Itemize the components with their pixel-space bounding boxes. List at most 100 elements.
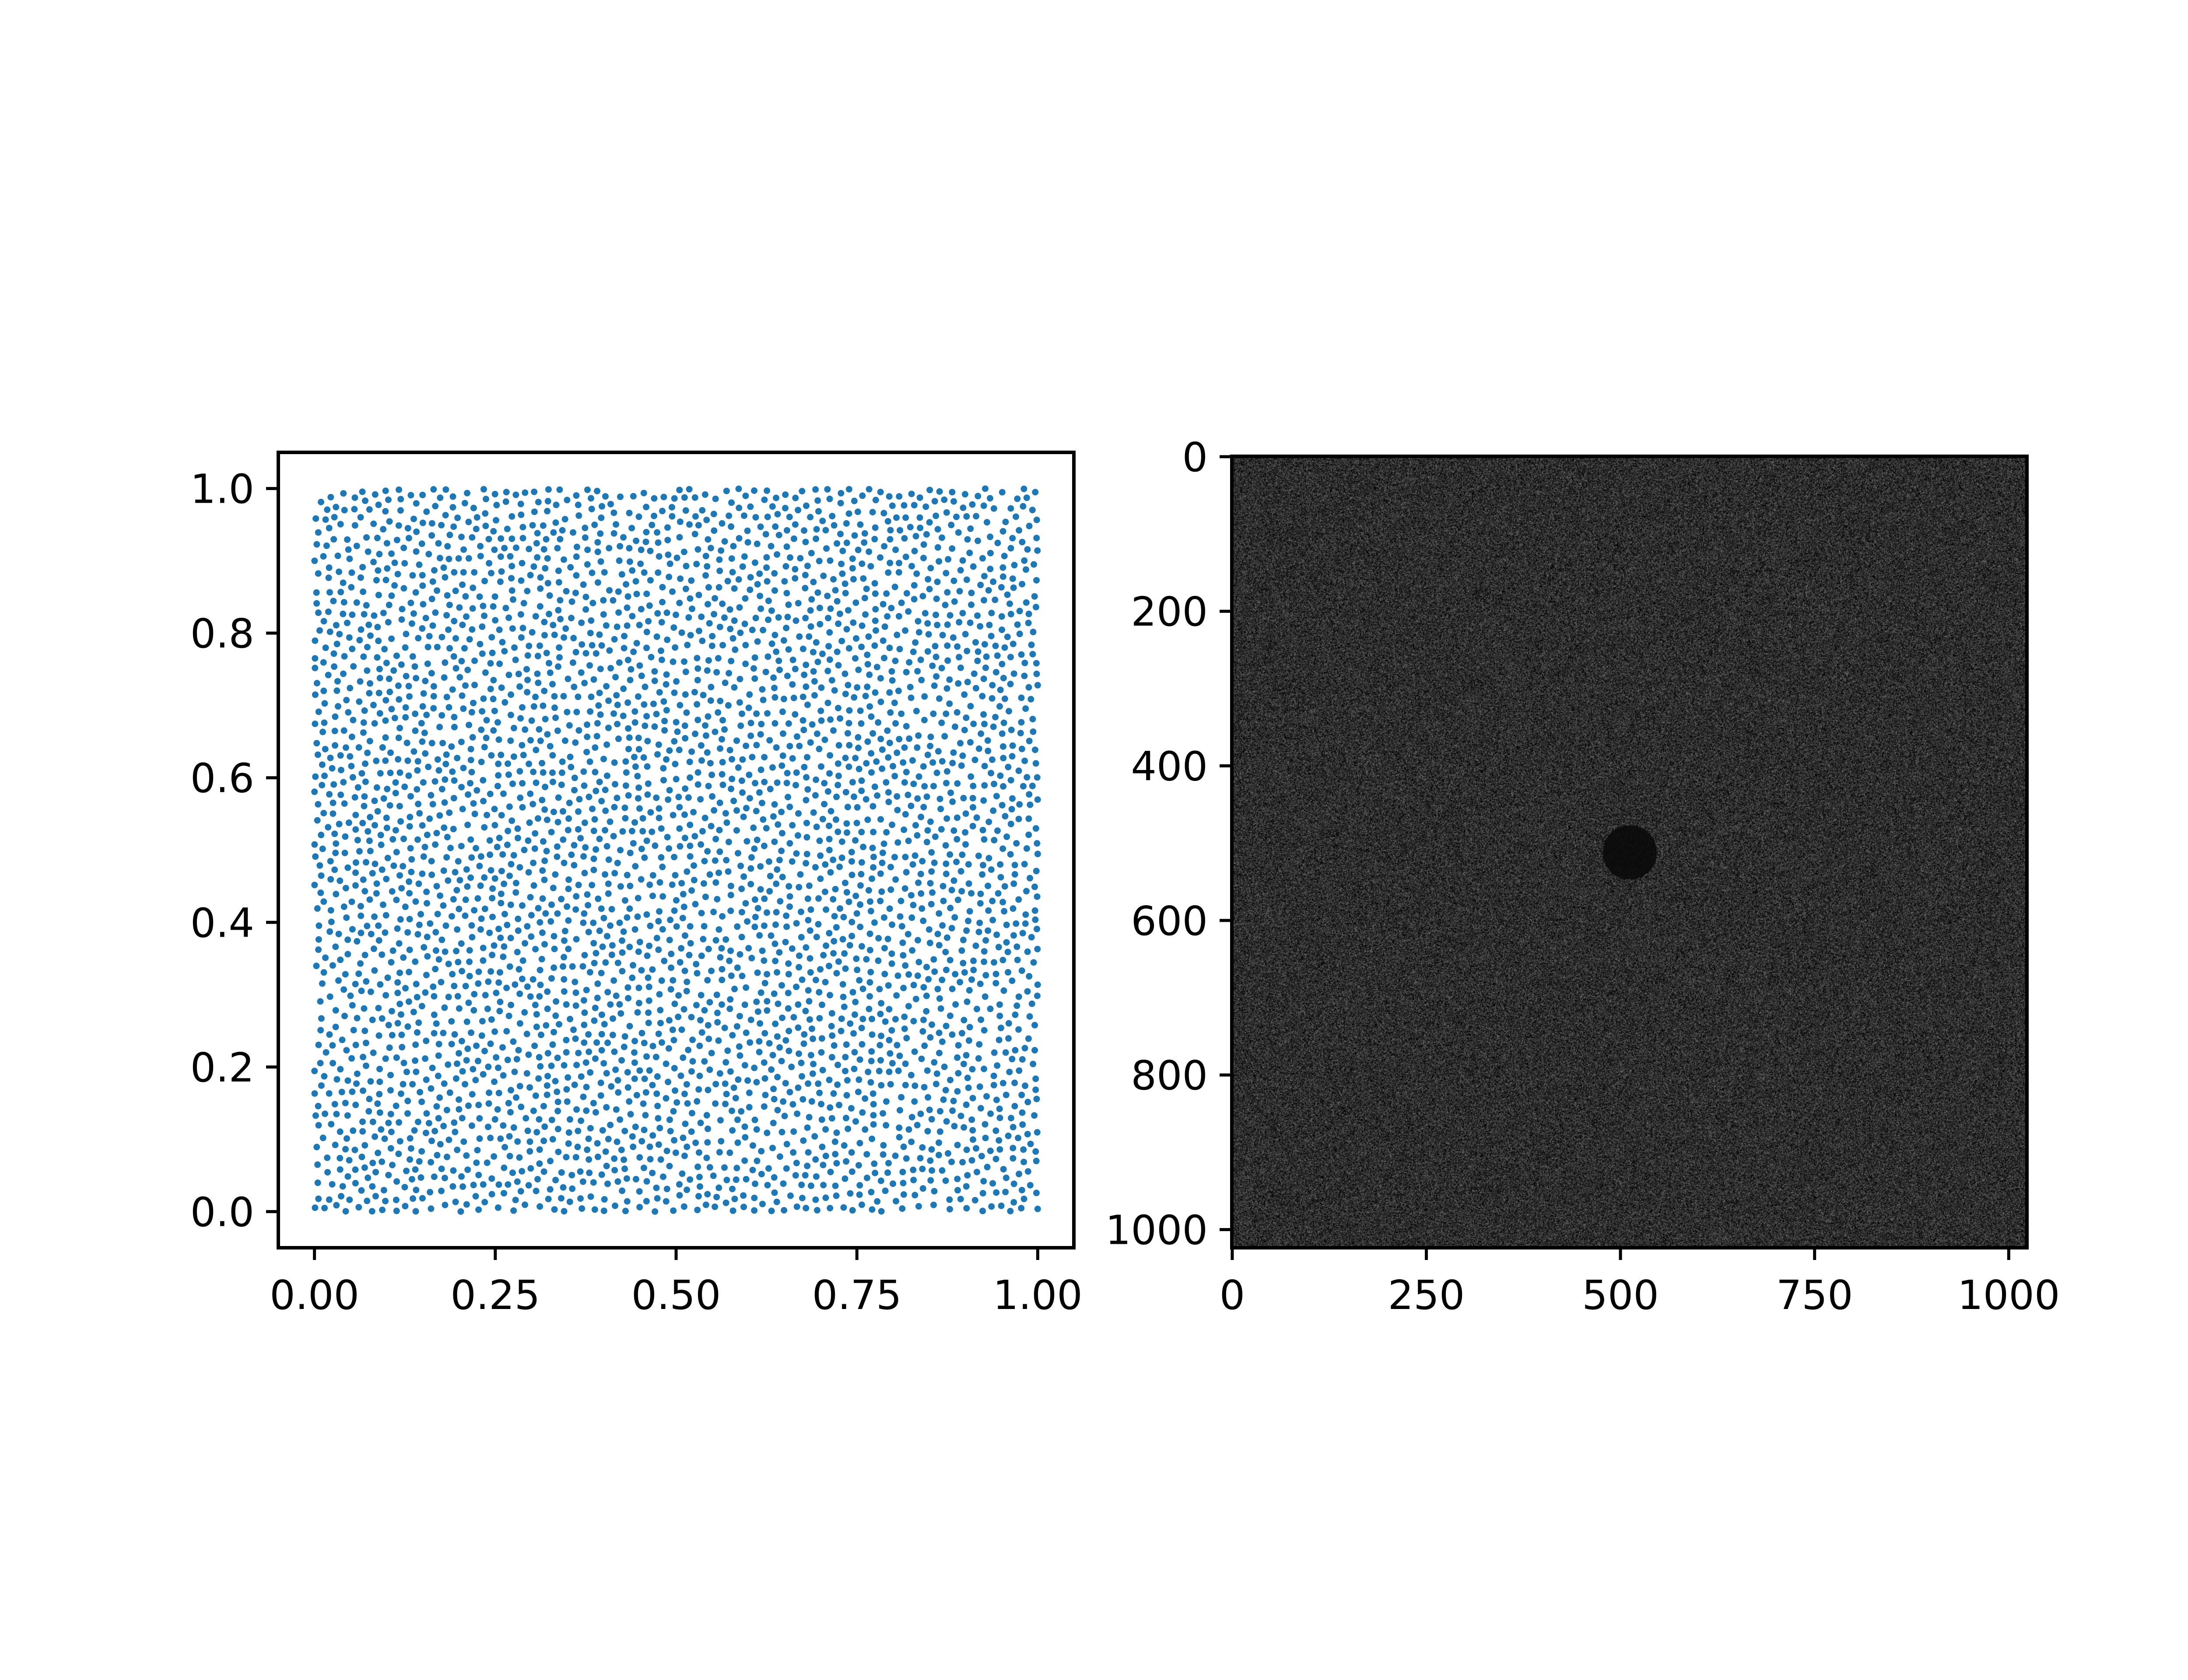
scatter-point bbox=[885, 798, 892, 805]
scatter-point bbox=[573, 936, 580, 943]
scatter-point bbox=[539, 929, 546, 936]
scatter-point bbox=[768, 607, 775, 614]
scatter-point bbox=[1034, 1205, 1041, 1212]
scatter-point bbox=[402, 985, 409, 992]
scatter-point bbox=[643, 528, 650, 536]
scatter-point bbox=[691, 877, 698, 884]
scatter-point bbox=[994, 539, 1001, 546]
scatter-point bbox=[1010, 880, 1017, 887]
scatter-point bbox=[1007, 545, 1014, 552]
scatter-point bbox=[361, 1005, 368, 1012]
scatter-point bbox=[694, 1098, 701, 1105]
scatter-point bbox=[584, 733, 591, 740]
scatter-point bbox=[456, 1050, 463, 1057]
scatter-point bbox=[500, 790, 507, 797]
scatter-point bbox=[795, 1024, 802, 1031]
x-tick-label: 1000 bbox=[1957, 1272, 2060, 1319]
scatter-point bbox=[887, 864, 894, 871]
scatter-point bbox=[973, 814, 980, 821]
scatter-point bbox=[884, 613, 891, 620]
scatter-point bbox=[752, 1180, 759, 1187]
scatter-point bbox=[702, 553, 709, 560]
scatter-point bbox=[357, 574, 364, 581]
scatter-point bbox=[967, 703, 974, 710]
scatter-point bbox=[747, 1016, 754, 1023]
scatter-point bbox=[951, 1123, 958, 1130]
scatter-point bbox=[508, 1001, 515, 1008]
scatter-point bbox=[565, 676, 572, 682]
scatter-point bbox=[700, 880, 707, 887]
scatter-point bbox=[600, 756, 607, 763]
scatter-point bbox=[1024, 988, 1031, 995]
scatter-point bbox=[602, 807, 609, 814]
scatter-point bbox=[314, 817, 321, 824]
scatter-point bbox=[355, 744, 362, 751]
scatter-point bbox=[418, 1148, 425, 1155]
scatter-point bbox=[624, 604, 631, 611]
scatter-point bbox=[668, 964, 675, 971]
scatter-point bbox=[819, 1067, 826, 1074]
scatter-point bbox=[967, 525, 974, 532]
scatter-point bbox=[468, 1122, 475, 1129]
scatter-point bbox=[410, 515, 417, 522]
scatter-point bbox=[340, 579, 347, 586]
scatter-point bbox=[587, 1193, 594, 1200]
scatter-point bbox=[631, 819, 638, 826]
scatter-point bbox=[340, 599, 347, 606]
scatter-point bbox=[593, 733, 600, 740]
scatter-point bbox=[1006, 1068, 1013, 1075]
scatter-point bbox=[903, 723, 910, 730]
scatter-point bbox=[727, 882, 734, 889]
scatter-point bbox=[498, 568, 505, 575]
scatter-point bbox=[839, 547, 846, 554]
scatter-point bbox=[496, 626, 503, 634]
scatter-point bbox=[761, 496, 768, 503]
scatter-point bbox=[708, 1050, 715, 1057]
scatter-point bbox=[598, 1031, 605, 1038]
scatter-point bbox=[611, 1167, 618, 1174]
scatter-point bbox=[990, 959, 997, 966]
scatter-point bbox=[964, 998, 971, 1005]
scatter-point bbox=[566, 722, 573, 729]
scatter-point bbox=[382, 717, 389, 724]
scatter-point bbox=[740, 1204, 747, 1211]
scatter-point bbox=[680, 1054, 687, 1061]
scatter-point bbox=[717, 745, 724, 752]
scatter-point bbox=[852, 635, 859, 642]
scatter-point bbox=[400, 954, 407, 961]
scatter-point bbox=[478, 759, 485, 766]
scatter-point bbox=[553, 998, 560, 1005]
scatter-point bbox=[512, 879, 519, 886]
scatter-point bbox=[516, 1020, 523, 1027]
scatter-point bbox=[934, 986, 941, 993]
scatter-point bbox=[914, 744, 921, 751]
scatter-point bbox=[630, 1143, 637, 1150]
scatter-point bbox=[345, 819, 352, 826]
scatter-point bbox=[354, 1015, 361, 1022]
scatter-point bbox=[796, 884, 803, 891]
scatter-point bbox=[762, 1092, 769, 1099]
scatter-point bbox=[770, 1085, 777, 1092]
scatter-point bbox=[362, 859, 369, 866]
scatter-point bbox=[646, 881, 653, 888]
scatter-point bbox=[597, 1092, 604, 1099]
scatter-point bbox=[591, 959, 598, 966]
scatter-point bbox=[716, 556, 723, 563]
scatter-point bbox=[565, 1129, 572, 1136]
scatter-point bbox=[338, 1088, 345, 1096]
scatter-point bbox=[371, 967, 378, 974]
scatter-point bbox=[419, 582, 426, 589]
scatter-point bbox=[930, 1201, 937, 1208]
scatter-point bbox=[914, 937, 921, 944]
scatter-point bbox=[881, 543, 888, 550]
scatter-point bbox=[763, 554, 770, 561]
scatter-point bbox=[340, 490, 347, 497]
scatter-point bbox=[905, 931, 912, 938]
scatter-point bbox=[999, 743, 1006, 750]
scatter-point bbox=[400, 1081, 407, 1088]
scatter-point bbox=[783, 527, 790, 534]
scatter-point bbox=[719, 781, 726, 788]
scatter-point bbox=[645, 997, 652, 1004]
scatter-point bbox=[931, 498, 938, 505]
